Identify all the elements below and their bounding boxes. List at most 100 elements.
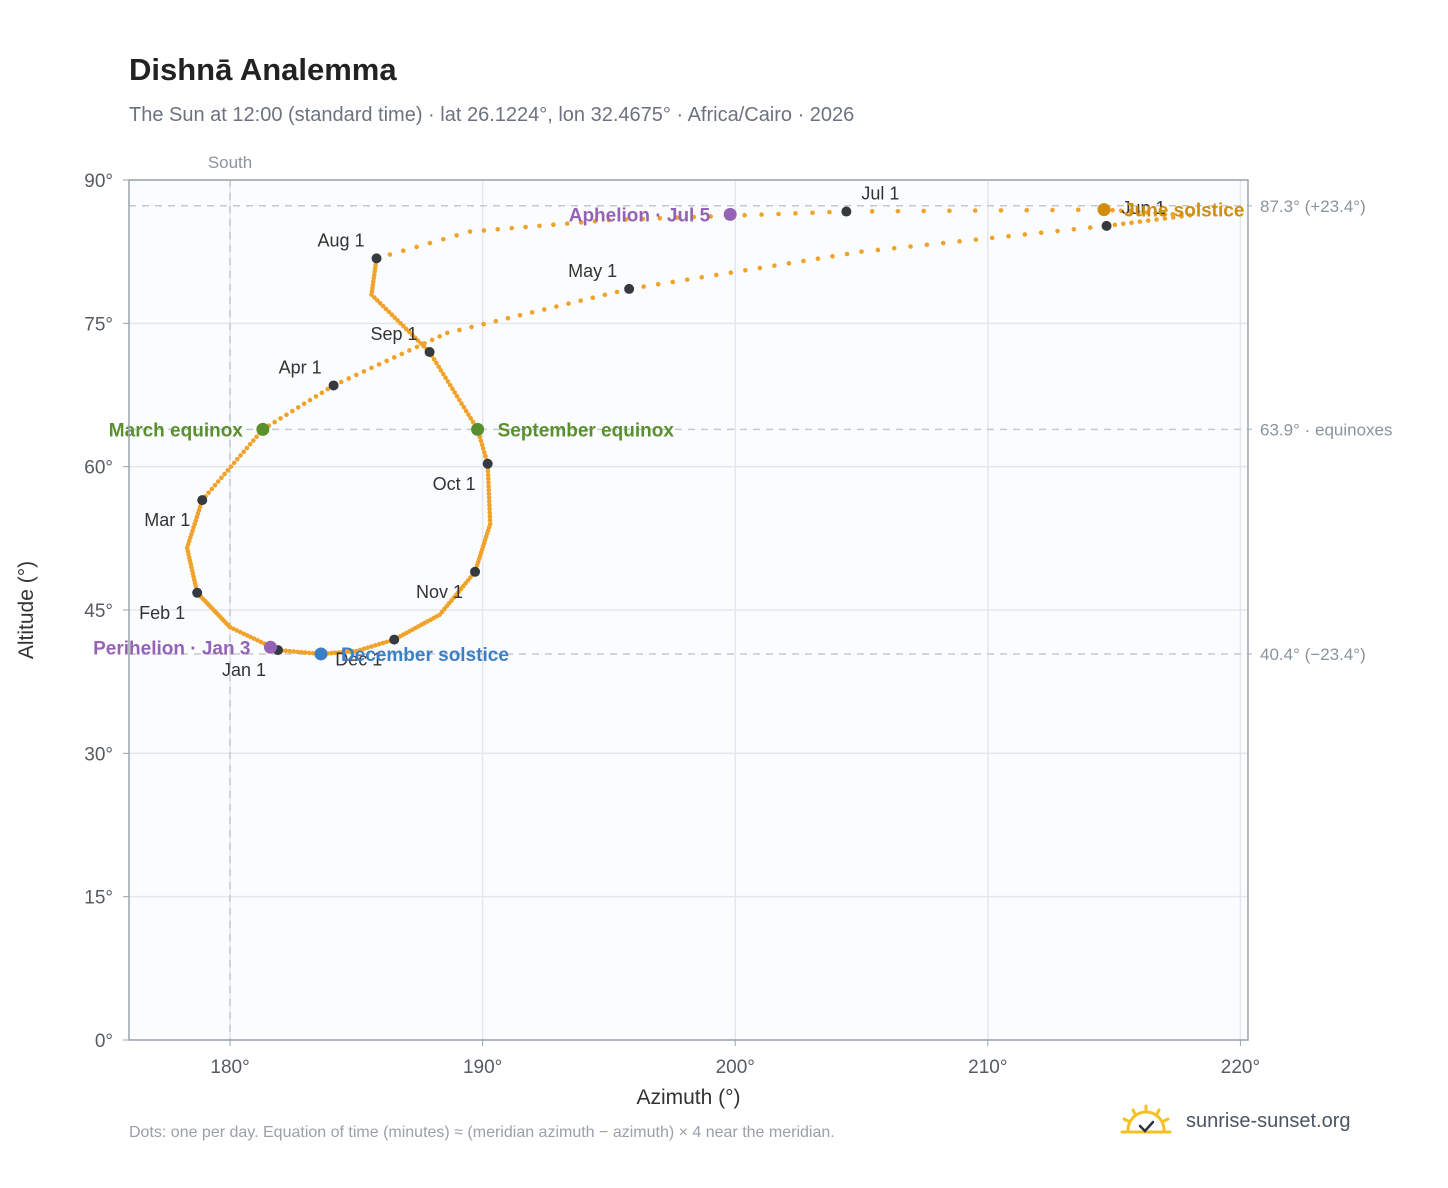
day-dot	[441, 371, 446, 377]
day-dot	[495, 227, 501, 232]
x-tick-label: 220°	[1221, 1057, 1260, 1078]
day-dot	[365, 645, 371, 650]
day-dot	[554, 304, 559, 309]
day-dot	[657, 215, 663, 221]
day-dot	[743, 268, 748, 273]
event-dot	[314, 647, 328, 661]
axis-ticks: 180° 190° 200° 210° 220° 0° 15° 30° 45° 60° 75° 90°	[84, 171, 1260, 1078]
day-dot	[493, 318, 499, 324]
day-dot	[486, 487, 492, 493]
event-label: June solstice	[1124, 201, 1244, 222]
day-dot	[398, 321, 403, 326]
brand-name: sunrise-sunset.org	[1186, 1109, 1351, 1132]
day-dot	[830, 254, 835, 259]
chart-title: Dishnā Analemma	[129, 52, 397, 87]
day-dot	[361, 369, 367, 374]
day-dot	[786, 261, 792, 266]
month-dot	[841, 206, 852, 217]
day-dot	[387, 252, 393, 257]
month-label: Apr 1	[279, 357, 322, 377]
day-dot	[485, 472, 491, 478]
month-dot	[328, 380, 339, 391]
degree-suffix: °	[747, 1057, 755, 1078]
day-dot	[418, 341, 424, 346]
day-dot	[463, 408, 469, 414]
day-dot	[386, 309, 392, 315]
y-tick-label: 15°	[84, 888, 113, 909]
day-dot	[602, 292, 608, 298]
day-dot	[827, 209, 832, 215]
day-dot	[369, 365, 374, 371]
degree-suffix: °	[105, 601, 113, 622]
month-dot	[192, 587, 203, 598]
day-dot	[414, 344, 420, 350]
y-tick-label: 75°	[84, 314, 113, 335]
day-dot	[487, 517, 493, 523]
day-dot	[436, 364, 442, 370]
event-dot	[256, 422, 270, 436]
day-dot	[1024, 207, 1030, 213]
day-dot	[859, 249, 864, 254]
day-dot	[708, 214, 713, 219]
daily-path	[184, 207, 1193, 657]
day-dot	[215, 479, 221, 484]
x-tick-label: 210°	[968, 1057, 1007, 1078]
day-dot	[231, 626, 236, 632]
day-dot	[369, 292, 374, 297]
day-dot	[1129, 220, 1134, 226]
degree-suffix: °	[105, 458, 113, 479]
day-dot	[336, 650, 341, 655]
day-dot	[332, 650, 338, 656]
x-tick-label: 200°	[716, 1057, 755, 1078]
month-label: Aug 1	[317, 230, 364, 250]
day-dot	[222, 471, 227, 477]
day-dot	[258, 639, 264, 645]
day-dot	[957, 239, 962, 244]
day-dot	[487, 506, 492, 512]
day-dot	[1006, 233, 1011, 239]
day-dot	[728, 270, 734, 275]
day-dot	[283, 648, 289, 654]
y-tick-label: 0°	[95, 1031, 113, 1052]
day-dot	[354, 372, 359, 378]
day-dot	[674, 215, 680, 220]
day-dot	[346, 649, 352, 654]
day-dot	[384, 358, 389, 364]
day-dot	[1153, 210, 1158, 216]
day-dot	[254, 434, 259, 440]
day-dot	[891, 245, 897, 251]
day-dot	[376, 641, 382, 647]
degree-suffix: °	[1252, 1057, 1260, 1078]
day-dot	[590, 295, 596, 301]
reference-line-label: 63.9° · equinoxes	[1260, 420, 1393, 439]
day-dot	[380, 303, 386, 309]
day-dot	[384, 639, 389, 645]
day-dot	[247, 441, 253, 447]
day-dot	[487, 502, 492, 508]
day-dot	[1162, 216, 1168, 221]
degree-suffix: °	[105, 1031, 113, 1052]
day-dot	[1179, 212, 1184, 218]
day-dot	[578, 298, 583, 303]
day-dot	[1187, 213, 1193, 218]
y-tick-label: 60°	[84, 458, 113, 479]
month-markers: Jan 1 Feb 1 Mar 1 Apr 1 May 1 Jun 1 Jul 1 Aug 1…	[139, 184, 1165, 681]
day-dot	[505, 315, 511, 321]
chart-subtitle: The Sun at 12:00 (standard time) · lat 2…	[129, 104, 855, 126]
day-dot	[357, 647, 363, 653]
day-dot	[684, 277, 690, 282]
day-dot	[241, 631, 247, 637]
day-dot	[468, 416, 474, 421]
day-dot	[313, 394, 319, 399]
day-dot	[404, 326, 409, 332]
day-dot	[457, 327, 462, 333]
day-dot	[377, 300, 383, 306]
day-dot	[466, 412, 471, 417]
day-dot	[234, 628, 240, 633]
day-dot	[414, 244, 419, 250]
day-dot	[1137, 219, 1143, 224]
day-dot	[1161, 211, 1167, 216]
day-dot	[238, 453, 243, 458]
day-dot	[947, 208, 952, 214]
